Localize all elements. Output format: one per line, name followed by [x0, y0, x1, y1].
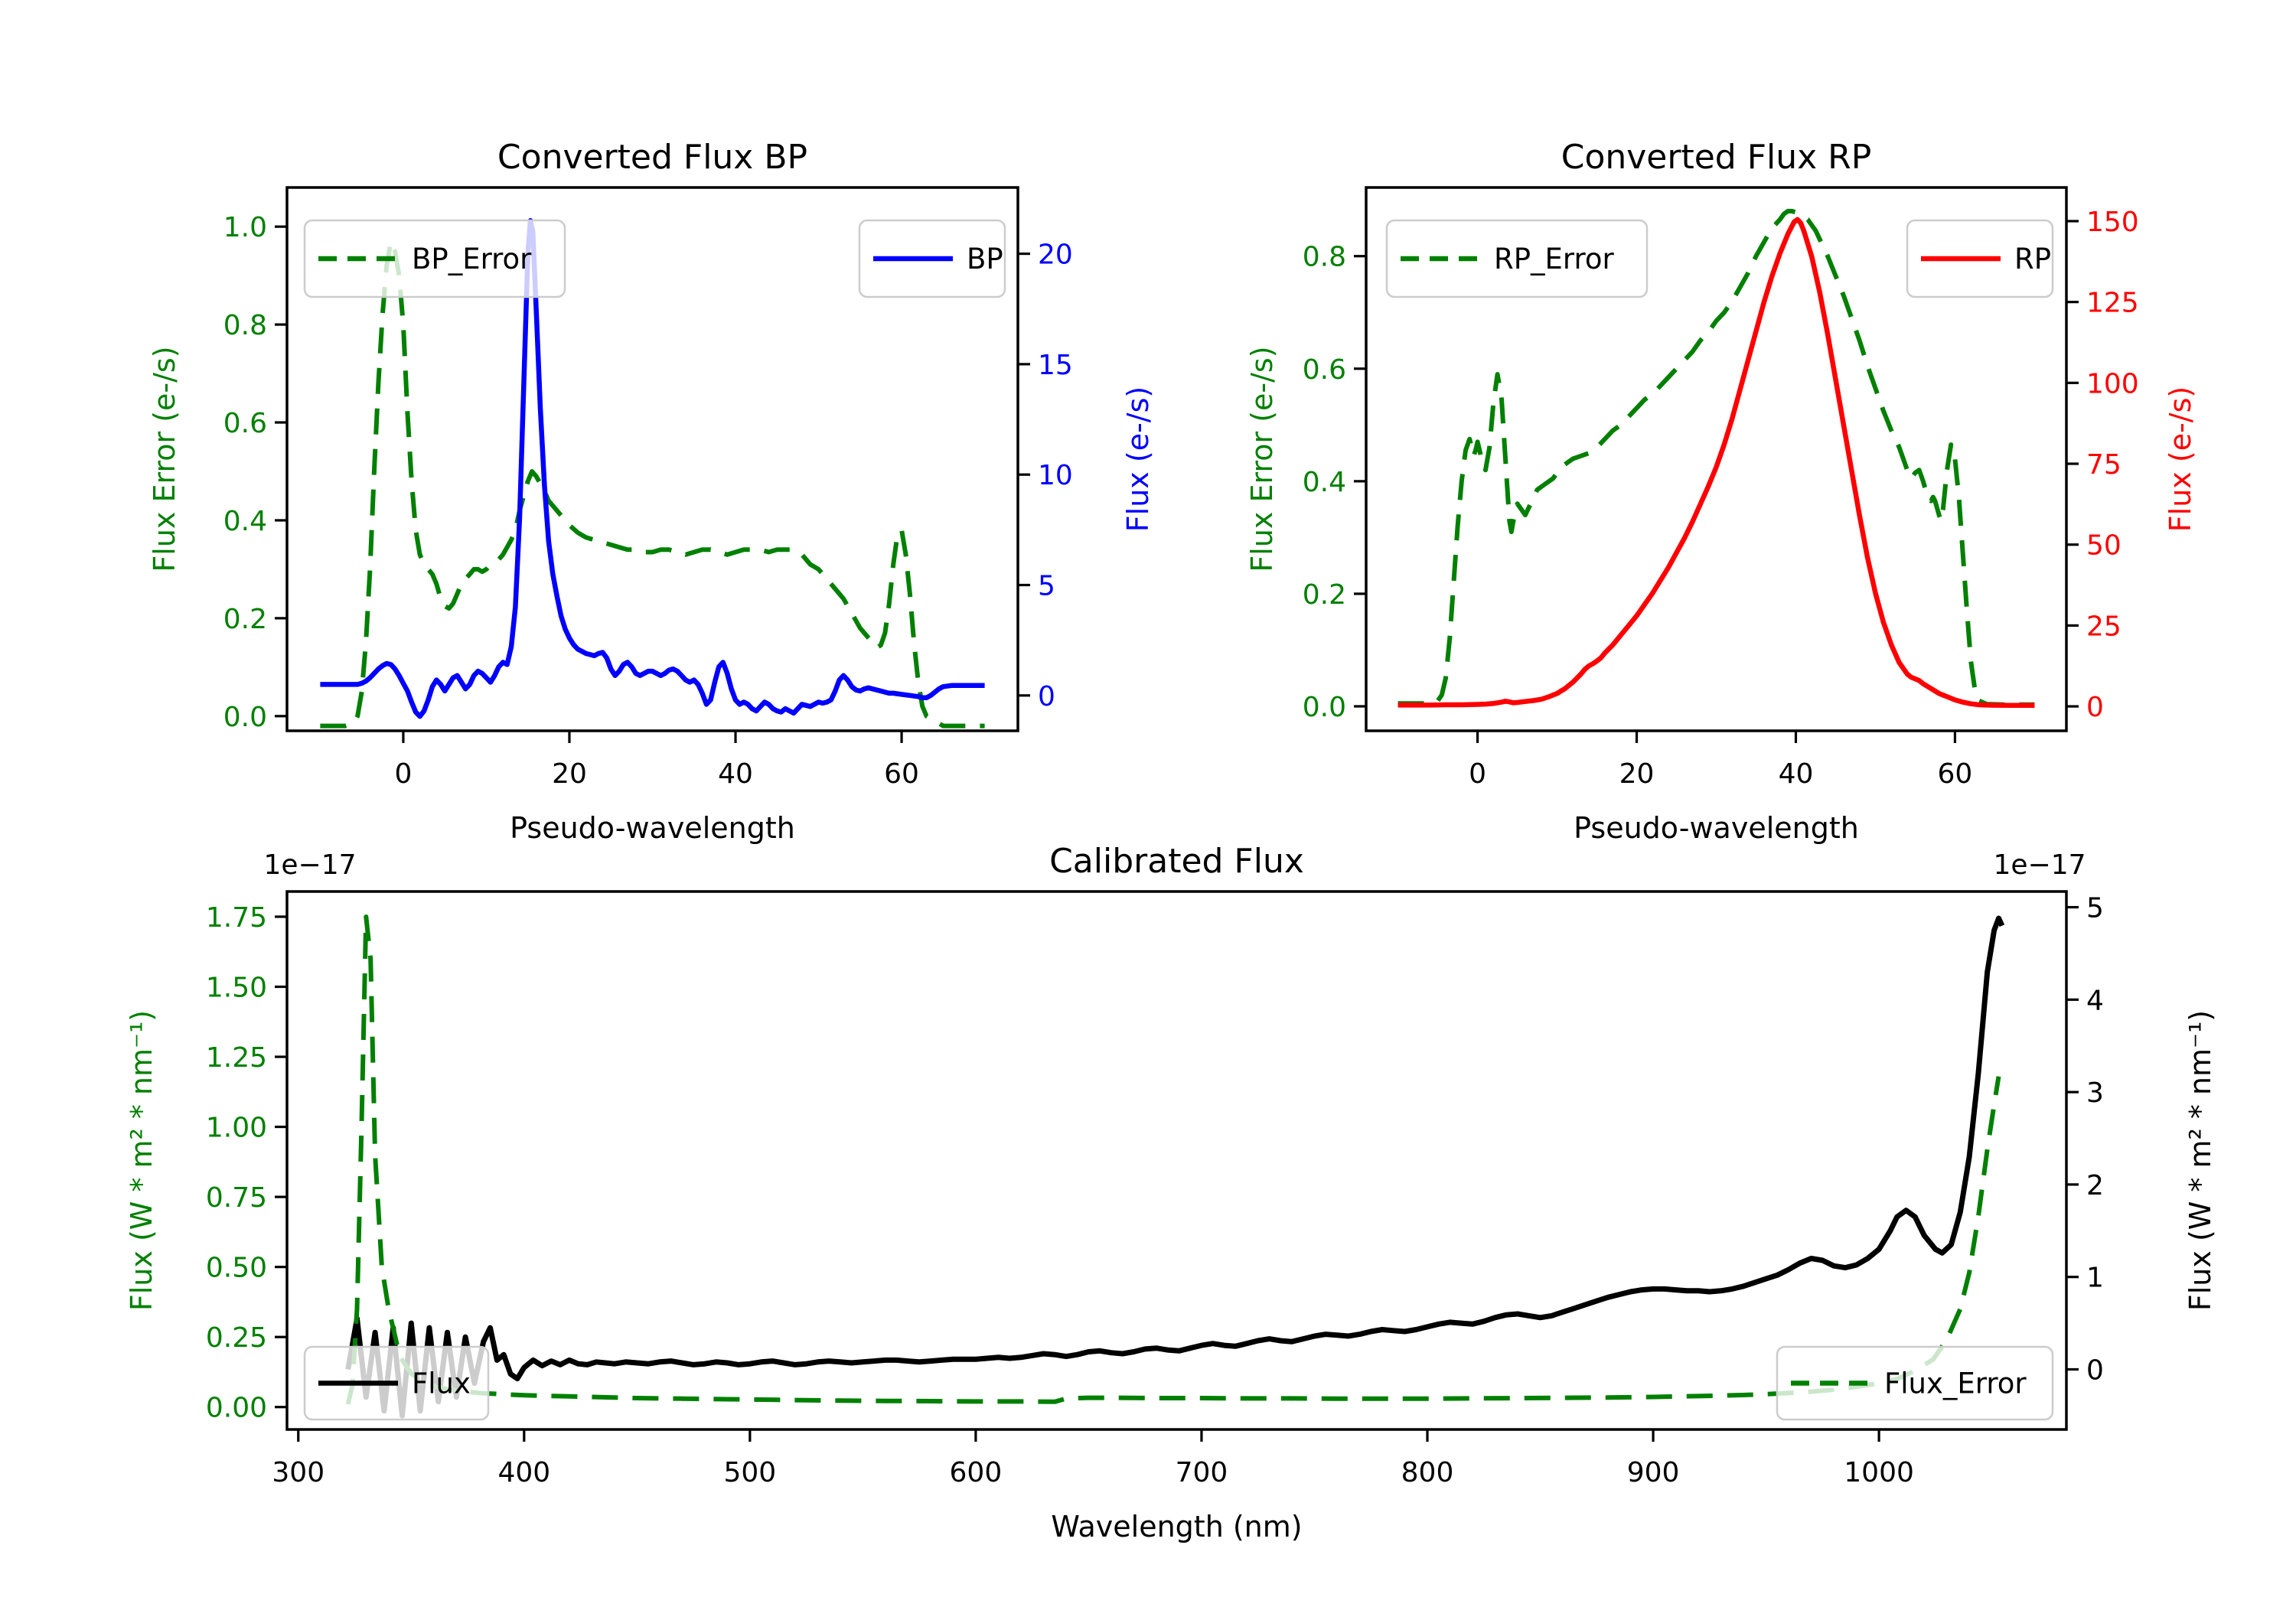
legend-label: BP	[967, 243, 1003, 275]
left-y-axis-label: Flux Error (e-/s)	[1245, 346, 1279, 572]
x-tick-label: 40	[1779, 758, 1814, 790]
left-y-tick-label: 1.0	[223, 212, 267, 243]
chart-converted-flux-bp: 0 20 40 60 Pseudo-wavelength Converted Flux B…	[148, 138, 1155, 845]
left-y-tick-label: 0.4	[1303, 467, 1346, 498]
legend-box	[303, 219, 566, 298]
x-tick-label: 40	[718, 758, 753, 790]
right-y-axis-label: Flux (e-/s)	[2164, 386, 2197, 532]
left-y-axis-label: Flux (W * m² * nm⁻¹)	[125, 1010, 158, 1311]
axes-spines	[285, 186, 1019, 732]
x-tick-label: 700	[1176, 1457, 1228, 1488]
axes-spines	[1365, 186, 2068, 732]
legend-flux_error: Flux_Error	[1776, 1345, 2054, 1421]
left-y-tick-label: 1.25	[206, 1042, 267, 1074]
left-y-tick-label: 1.75	[206, 902, 267, 934]
right-y-tick-label: 0	[2086, 692, 2104, 723]
left-y-tick-label: 0.0	[223, 702, 267, 733]
chart-converted-flux-rp: 0 20 40 60 Pseudo-wavelength Converted Flux R…	[1245, 138, 2197, 845]
right-y-tick-label: 150	[2086, 207, 2139, 238]
legend-label: Flux_Error	[1884, 1367, 2027, 1400]
legend-rp_error: RP_Error	[1385, 219, 1649, 298]
legend-label: RP	[2014, 243, 2051, 275]
legend-label: BP_Error	[412, 243, 532, 275]
legend-bp_error: BP_Error	[303, 219, 566, 298]
legend-label: RP_Error	[1494, 243, 1614, 275]
right-y-tick-label: 4	[2086, 985, 2104, 1016]
right-y-tick-label: 0	[2086, 1354, 2104, 1386]
x-tick-label: 60	[1938, 758, 1973, 790]
x-axis-label: Pseudo-wavelength	[1574, 811, 1859, 845]
left-y-tick-label: 1.50	[206, 972, 267, 1003]
left-y-tick-label: 0.2	[223, 604, 267, 635]
legend-box	[1776, 1345, 2054, 1421]
series-rp_error-line	[1397, 208, 2035, 707]
chart-title: Calibrated Flux	[1049, 842, 1304, 881]
x-axis-label: Wavelength (nm)	[1051, 1510, 1302, 1543]
legend-bp: BP	[858, 219, 1006, 298]
x-tick-label: 800	[1401, 1457, 1454, 1488]
right-y-tick-label: 10	[1038, 460, 1073, 491]
left-y-tick-label: 0.4	[223, 506, 267, 537]
series-bp-line	[320, 218, 985, 719]
series-flux-line	[345, 915, 2005, 1419]
x-tick-label: 20	[552, 758, 587, 790]
chart-title: Converted Flux BP	[497, 138, 807, 177]
right-y-tick-label: 5	[1038, 571, 1055, 602]
right-y-tick-label: 20	[1038, 240, 1073, 271]
x-tick-label: 900	[1627, 1457, 1680, 1488]
left-y-tick-label: 0.0	[1303, 692, 1346, 723]
right-y-tick-label: 3	[2086, 1077, 2104, 1109]
left-y-tick-label: 0.6	[223, 408, 267, 439]
left-y-tick-label: 0.25	[206, 1322, 267, 1354]
left-y-tick-label: 0.75	[206, 1182, 267, 1214]
right-y-tick-label: 1	[2086, 1263, 2104, 1294]
x-tick-label: 400	[497, 1457, 550, 1488]
x-tick-label: 60	[884, 758, 919, 790]
x-tick-label: 500	[723, 1457, 776, 1488]
axes-spines	[285, 890, 2068, 1431]
series-rp-line	[1397, 217, 2035, 709]
legend-box	[1385, 219, 1649, 298]
right-y-tick-label: 5	[2086, 893, 2104, 924]
x-tick-label: 1000	[1844, 1457, 1914, 1488]
x-tick-label: 20	[1619, 758, 1655, 790]
x-tick-label: 0	[1469, 758, 1486, 790]
x-tick-label: 0	[394, 758, 412, 790]
right-y-tick-label: 15	[1038, 350, 1073, 381]
right-y-axis-label: Flux (e-/s)	[1121, 386, 1155, 532]
right-y-tick-label: 2	[2086, 1170, 2104, 1201]
legend-flux: Flux	[303, 1345, 490, 1421]
right-y-tick-label: 125	[2086, 288, 2139, 319]
right-y-tick-label: 0	[1038, 681, 1055, 712]
series-flux_error-line	[345, 914, 2001, 1405]
left-y-tick-label: 1.00	[206, 1113, 267, 1144]
left-y-tick-label: 0.6	[1303, 354, 1346, 386]
left-y-tick-label: 0.2	[1303, 579, 1346, 611]
series-bp_error-line	[320, 239, 985, 729]
legend-rp: RP	[1906, 219, 2054, 298]
chart-calibrated-flux: 300 400 500 600 700 800 900 1000 Wavelength (nm)…	[125, 842, 2217, 1543]
x-tick-label: 300	[272, 1457, 325, 1488]
x-axis-label: Pseudo-wavelength	[510, 811, 795, 845]
left-y-tick-label: 0.8	[1303, 242, 1346, 273]
x-tick-label: 600	[950, 1457, 1003, 1488]
chart-title: Converted Flux RP	[1561, 138, 1872, 177]
left-y-axis-label: Flux Error (e-/s)	[148, 346, 181, 572]
axis-offset-text: 1e−17	[1993, 849, 2086, 881]
left-y-tick-label: 0.8	[223, 310, 267, 341]
right-y-tick-label: 75	[2086, 449, 2122, 481]
left-y-tick-label: 0.00	[206, 1393, 267, 1424]
axis-offset-text: 1e−17	[263, 849, 356, 881]
left-y-tick-label: 0.50	[206, 1253, 267, 1284]
right-y-tick-label: 25	[2086, 611, 2122, 642]
right-y-tick-label: 100	[2086, 368, 2139, 399]
legend-label: Flux	[412, 1367, 471, 1400]
right-y-tick-label: 50	[2086, 530, 2122, 562]
right-y-axis-label: Flux (W * m² * nm⁻¹)	[2183, 1010, 2217, 1311]
